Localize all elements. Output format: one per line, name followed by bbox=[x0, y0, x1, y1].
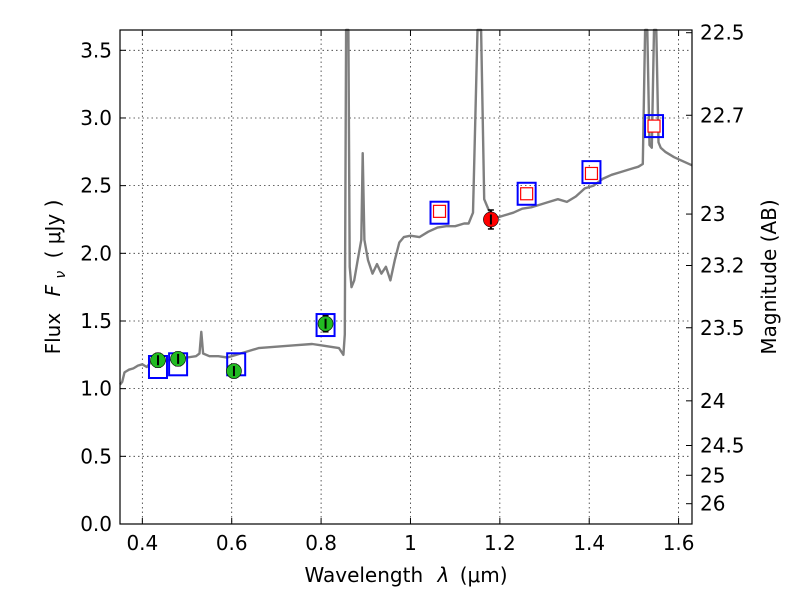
y-tick-label: 1.0 bbox=[80, 377, 112, 401]
y2-tick-label: 26 bbox=[700, 492, 725, 516]
x-tick-label: 1 bbox=[404, 531, 417, 555]
x-tick-label: 0.8 bbox=[305, 531, 337, 555]
y-tick-label: 2.5 bbox=[80, 174, 112, 198]
y-tick-label: 0.0 bbox=[80, 512, 112, 536]
y-tick-label: 3.5 bbox=[80, 38, 112, 62]
y2-tick-label: 24.5 bbox=[700, 434, 745, 458]
y-tick-label: 0.5 bbox=[80, 444, 112, 468]
spectrum-line bbox=[119, 28, 693, 386]
y-tick-label: 2.0 bbox=[80, 241, 112, 265]
ticks: 0.4 0.6 0.8 1 1.2 1.4 1.6 0.0 0.5 1.0 1.5 2.0 2.5 3.0… bbox=[80, 21, 744, 555]
limit-marker bbox=[647, 119, 661, 133]
limit-marker bbox=[432, 204, 447, 218]
model-box bbox=[644, 114, 665, 139]
x-tick-label: 1.4 bbox=[573, 531, 605, 555]
y2-tick-label: 22.5 bbox=[700, 21, 745, 45]
model-box bbox=[315, 313, 336, 338]
y2-tick-label: 24 bbox=[700, 389, 725, 413]
x-axis-label: Wavelength λ (μm) bbox=[304, 563, 507, 587]
y-tick-label: 3.0 bbox=[80, 106, 112, 130]
y2-axis-label: Magnitude (AB) bbox=[757, 199, 781, 354]
grid bbox=[120, 30, 692, 525]
y-axis-label: Flux F ν ( μJy ) bbox=[41, 200, 70, 355]
x-tick-label: 0.4 bbox=[126, 531, 158, 555]
model-box bbox=[581, 160, 602, 185]
y-tick-label: 1.5 bbox=[80, 309, 112, 333]
plot-area bbox=[119, 28, 693, 386]
x-tick-label: 1.6 bbox=[663, 531, 695, 555]
x-tick-label: 1.2 bbox=[484, 531, 516, 555]
y2-tick-label: 23.5 bbox=[700, 316, 745, 340]
model-box bbox=[516, 181, 537, 206]
y2-tick-label: 25 bbox=[700, 463, 725, 487]
model-box bbox=[429, 200, 450, 225]
plot-frame bbox=[119, 29, 693, 525]
y2-tick-label: 23 bbox=[700, 202, 725, 226]
limit-marker bbox=[584, 166, 599, 181]
limit-marker bbox=[520, 187, 534, 201]
y2-tick-label: 23.2 bbox=[700, 253, 745, 277]
x-tick-label: 0.6 bbox=[216, 531, 248, 555]
y2-tick-label: 22.7 bbox=[700, 103, 745, 127]
